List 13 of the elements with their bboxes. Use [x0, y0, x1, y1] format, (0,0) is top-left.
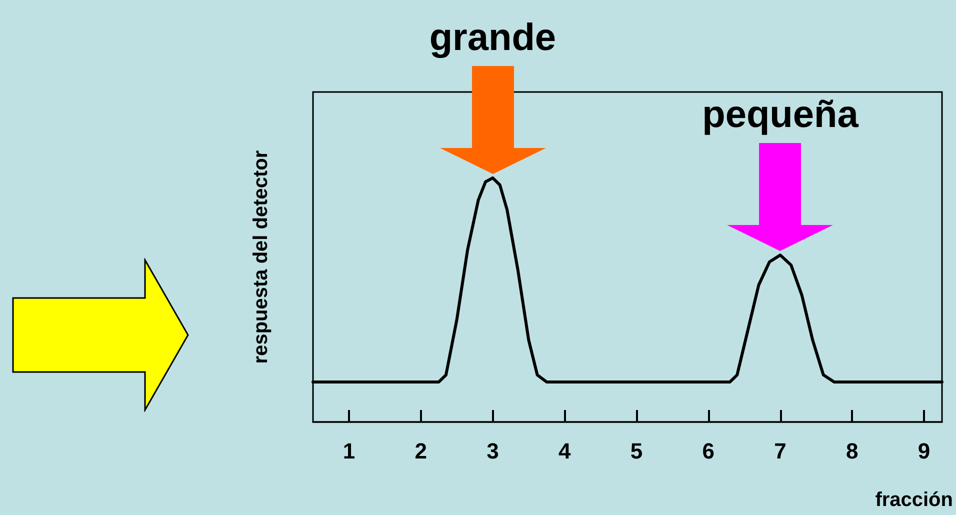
x-tick-label: 3: [486, 438, 499, 464]
x-tick-label: 2: [414, 438, 427, 464]
x-tick-label: 4: [558, 438, 572, 464]
text: pequeña: [701, 93, 860, 138]
x-tick-label: 7: [774, 438, 786, 464]
y-axis-title: respuesta del detector: [250, 150, 272, 364]
x-tick-label: 8: [846, 438, 858, 464]
x-tick-label: 6: [702, 438, 714, 464]
x-axis-title: fracción: [875, 489, 953, 511]
x-tick-label: 9: [918, 438, 930, 464]
text: grande: [428, 16, 558, 60]
x-tick-label: 5: [630, 438, 643, 464]
x-tick-label: 1: [342, 438, 356, 464]
